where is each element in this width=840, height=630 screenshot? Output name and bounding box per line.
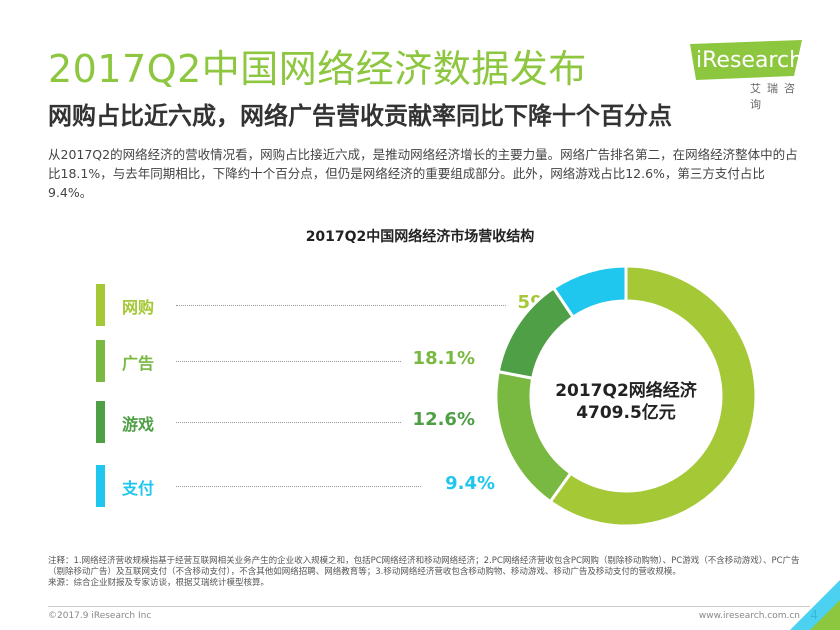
page-title: 2017Q2中国网络经济数据发布 — [48, 47, 587, 91]
legend-dotted-leader — [176, 486, 421, 487]
intro-paragraph: 从2017Q2的网络经济的营收情况看，网购占比接近六成，是推动网络经济增长的主要… — [48, 147, 798, 200]
donut-slice — [548, 264, 758, 528]
legend-row: 游戏 12.6% — [96, 401, 516, 443]
legend-color-marker — [96, 465, 105, 507]
legend-label: 广告 — [122, 354, 155, 373]
legend-row: 网购59.9% — [96, 284, 580, 326]
legend-value: 18.1% — [412, 348, 475, 369]
legend-value: 12.6% — [412, 409, 475, 430]
legend-label: 网购 — [122, 298, 155, 317]
donut-chart — [494, 264, 758, 528]
footer-divider — [48, 606, 810, 607]
logo-subtext: 艾瑞咨询 — [750, 82, 801, 111]
legend-row: 广告 18.1% — [96, 340, 516, 382]
legend-color-marker — [96, 401, 105, 443]
donut-center-label: 2017Q2网络经济 — [555, 381, 697, 401]
legend-dotted-leader — [176, 305, 506, 306]
chart-title: 2017Q2中国网络经济市场营收结构 — [305, 229, 535, 245]
legend-dotted-leader — [176, 422, 401, 423]
legend-color-marker — [96, 340, 105, 382]
logo-badge-icon — [690, 40, 802, 80]
legend-label: 游戏 — [122, 415, 155, 434]
donut-center-value: 4709.5亿元 — [576, 403, 676, 423]
notes-text: 注释：1.网络经济营收规模指基于经营互联网相关业务产生的企业收入规模之和，包括P… — [48, 556, 800, 577]
corner-decoration-icon — [790, 580, 840, 630]
donut-slice — [551, 264, 628, 320]
legend-dotted-leader — [176, 361, 401, 362]
legend-label: 支付 — [122, 479, 155, 498]
legend-value: 9.4% — [445, 473, 495, 494]
iresearch-logo: iResearch 艾瑞咨询 — [690, 40, 810, 111]
legend-color-marker — [96, 284, 105, 326]
logo-text: iResearch — [696, 48, 804, 73]
footnotes: 注释：1.网络经济营收规模指基于经营互联网相关业务产生的企业收入规模之和，包括P… — [48, 556, 808, 589]
source-text: 来源：综合企业财报及专家访谈，根据艾瑞统计模型核算。 — [48, 578, 270, 588]
website-url: www.iresearch.com.cn — [698, 611, 800, 621]
page-subtitle: 网购占比近六成，网络广告营收贡献率同比下降十个百分点 — [48, 102, 672, 130]
copyright: ©2017.9 iResearch Inc — [48, 611, 152, 621]
legend-row: 支付 9.4% — [96, 465, 516, 507]
